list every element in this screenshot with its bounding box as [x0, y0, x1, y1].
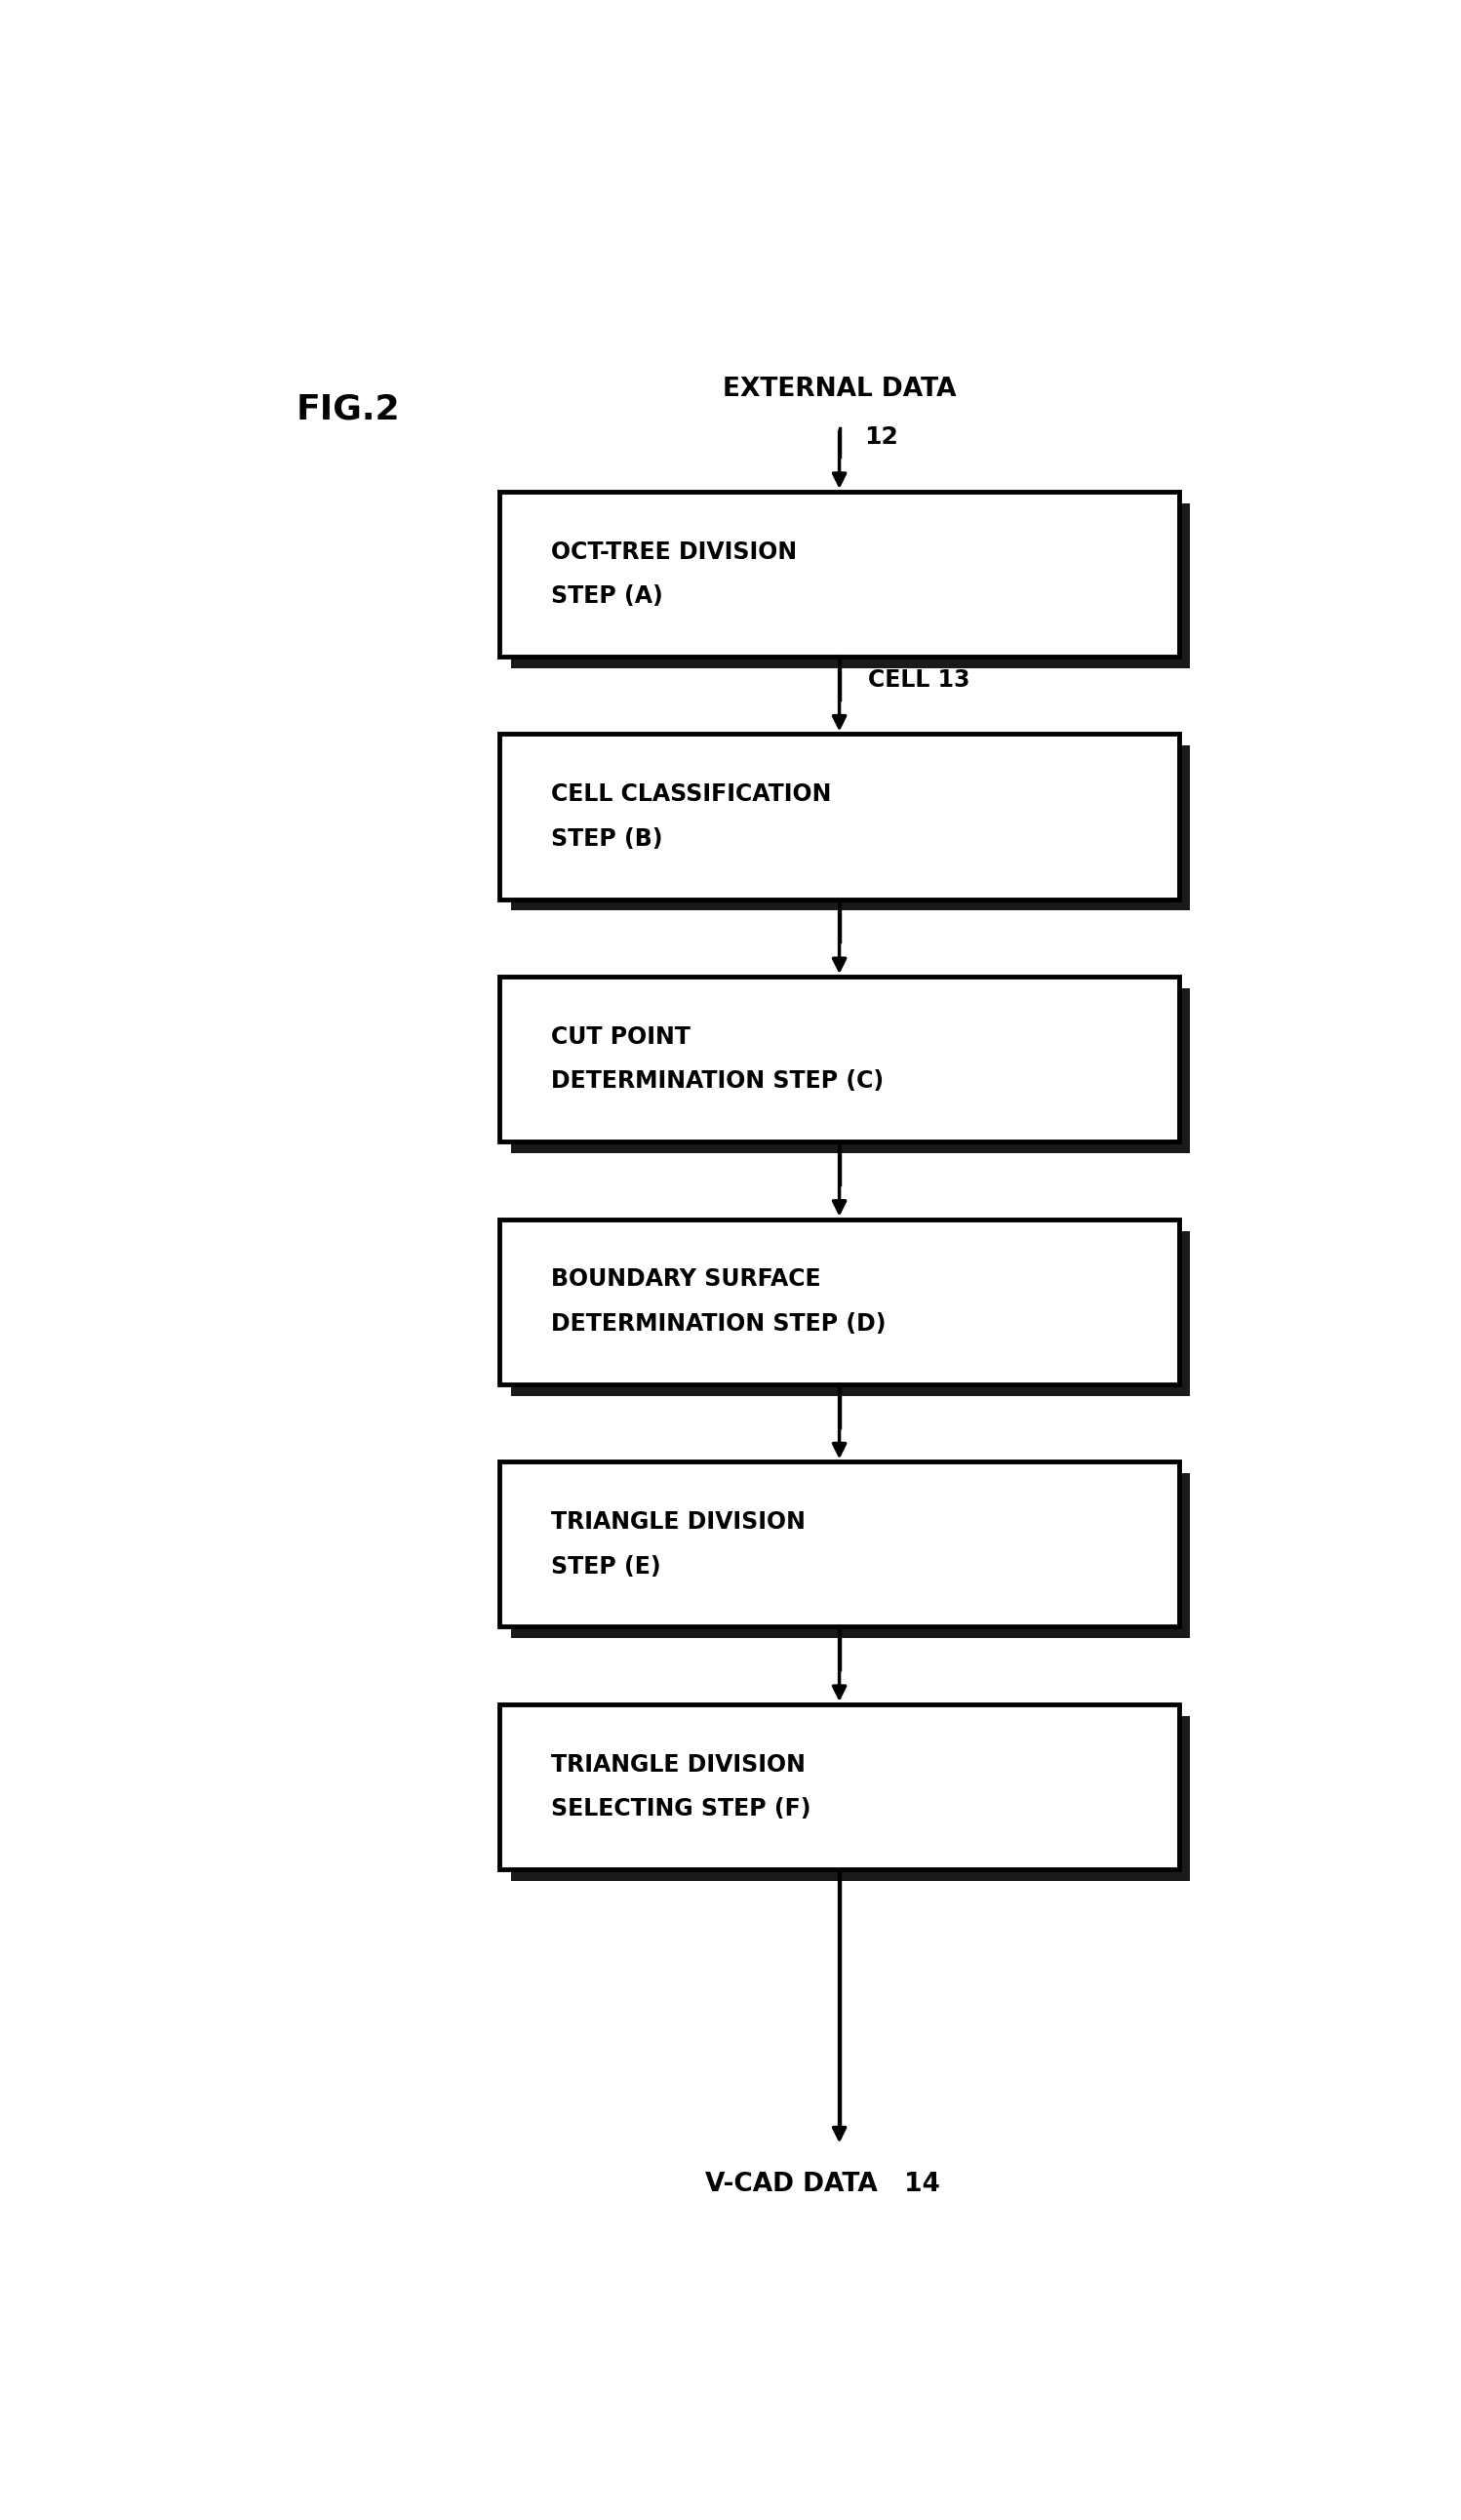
Text: CELL 13: CELL 13	[868, 668, 970, 690]
Bar	[511, 1230, 1191, 1396]
Bar	[511, 988, 1191, 1154]
Bar	[500, 733, 1179, 900]
Text: OCT-TREE DIVISION: OCT-TREE DIVISION	[551, 539, 796, 564]
Text: DETERMINATION STEP (C): DETERMINATION STEP (C)	[551, 1068, 884, 1094]
Bar	[500, 978, 1179, 1142]
Text: FIG.2: FIG.2	[295, 393, 400, 426]
Text: SELECTING STEP (F): SELECTING STEP (F)	[551, 1797, 811, 1822]
Bar	[511, 504, 1191, 668]
Bar	[511, 746, 1191, 910]
Bar	[500, 1220, 1179, 1383]
Bar	[500, 1704, 1179, 1870]
Text: EXTERNAL DATA: EXTERNAL DATA	[723, 378, 955, 403]
Text: STEP (B): STEP (B)	[551, 827, 662, 852]
Text: TRIANGLE DIVISION: TRIANGLE DIVISION	[551, 1509, 805, 1535]
Text: DETERMINATION STEP (D): DETERMINATION STEP (D)	[551, 1313, 885, 1336]
Text: STEP (E): STEP (E)	[551, 1555, 660, 1578]
Bar	[500, 491, 1179, 658]
Text: CELL CLASSIFICATION: CELL CLASSIFICATION	[551, 784, 831, 806]
Text: V-CAD DATA   14: V-CAD DATA 14	[704, 2172, 939, 2197]
Bar	[500, 1462, 1179, 1628]
Text: BOUNDARY SURFACE: BOUNDARY SURFACE	[551, 1268, 821, 1290]
Text: TRIANGLE DIVISION: TRIANGLE DIVISION	[551, 1754, 805, 1777]
Bar	[511, 1716, 1191, 1880]
Text: 12: 12	[865, 426, 899, 449]
Text: CUT POINT: CUT POINT	[551, 1026, 690, 1048]
Bar	[511, 1474, 1191, 1638]
Text: STEP (A): STEP (A)	[551, 585, 662, 607]
